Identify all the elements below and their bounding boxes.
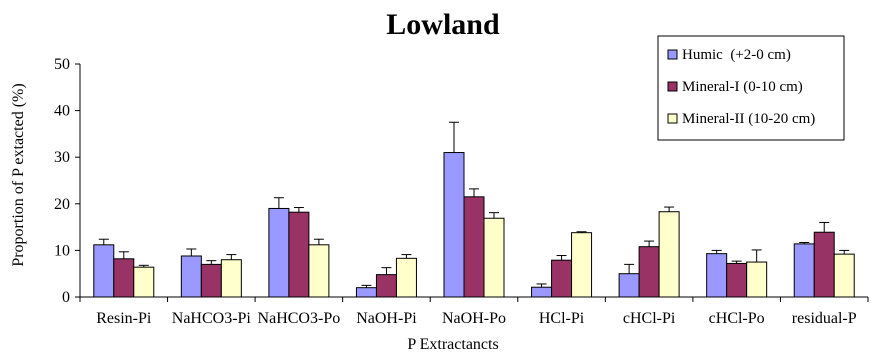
bar <box>726 262 748 298</box>
bar <box>93 244 115 298</box>
bar <box>180 255 202 298</box>
y-tick-label: 30 <box>54 149 70 166</box>
x-tick-label: Resin-Pi <box>96 310 152 327</box>
bar <box>443 152 465 298</box>
bar <box>531 286 553 298</box>
bar <box>220 259 242 298</box>
y-tick-label: 50 <box>54 56 70 73</box>
legend-label: Humic (+2-0 cm) <box>682 47 791 63</box>
bar <box>618 273 640 298</box>
y-tick-label: 40 <box>54 103 70 120</box>
legend-label: Mineral-II (10-20 cm) <box>682 111 815 127</box>
bar <box>375 274 397 298</box>
x-tick-label: cHCl-Po <box>709 310 765 327</box>
x-tick-label: residual-P <box>792 310 857 327</box>
chart-title: Lowland <box>386 8 500 41</box>
bar <box>706 253 728 298</box>
bar <box>133 266 155 298</box>
bar <box>308 244 330 298</box>
bar <box>746 261 768 298</box>
bar <box>833 253 855 298</box>
bar <box>113 258 135 298</box>
bar <box>200 263 222 298</box>
y-tick-label: 0 <box>62 289 70 306</box>
x-tick-label: NaHCO3-Pi <box>172 310 252 327</box>
x-tick-label: cHCl-Pi <box>623 310 676 327</box>
plot-area: 0 10 20 30 40 50 Resin-Pi NaHCO3-Pi NaHCO3-Po NaO… <box>54 56 869 327</box>
bar <box>658 211 680 298</box>
bar <box>463 196 485 298</box>
bar <box>355 287 377 298</box>
bar <box>793 243 815 298</box>
x-axis-label: P Extractancts <box>407 336 498 353</box>
bar <box>395 257 417 298</box>
bar <box>571 232 593 298</box>
x-tick-label: NaOH-Pi <box>356 310 417 327</box>
bar <box>483 217 505 298</box>
legend-swatch <box>667 81 678 92</box>
legend-box <box>657 35 845 141</box>
bar <box>268 207 290 298</box>
legend-swatch <box>667 49 678 60</box>
legend-label: Mineral-I (0-10 cm) <box>682 79 803 95</box>
y-axis-label: Proportion of P extacted (%) <box>10 83 27 266</box>
y-tick-label: 20 <box>54 196 70 213</box>
x-tick-label: NaOH-Po <box>442 310 506 327</box>
x-tick-label: HCl-Pi <box>539 310 585 327</box>
y-tick-label: 10 <box>54 242 70 259</box>
bar <box>813 231 835 298</box>
bar <box>638 246 660 298</box>
legend-swatch <box>667 113 678 124</box>
bar <box>288 211 310 298</box>
bar <box>551 259 573 298</box>
legend: Humic (+2-0 cm) Mineral-I (0-10 cm) Minera… <box>657 35 845 141</box>
x-tick-label: NaHCO3-Po <box>258 310 341 327</box>
